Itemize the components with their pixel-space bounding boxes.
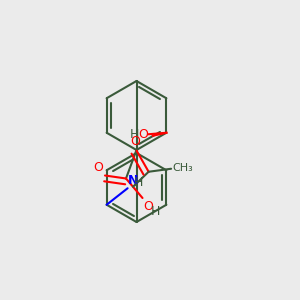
Text: O: O bbox=[94, 161, 103, 174]
Text: H: H bbox=[130, 128, 140, 141]
Text: O: O bbox=[143, 200, 153, 213]
Text: H: H bbox=[151, 205, 160, 218]
Text: H: H bbox=[134, 176, 144, 189]
Text: N: N bbox=[128, 174, 139, 187]
Text: O: O bbox=[139, 128, 148, 141]
Text: O: O bbox=[130, 135, 140, 148]
Text: CH₃: CH₃ bbox=[172, 163, 193, 173]
